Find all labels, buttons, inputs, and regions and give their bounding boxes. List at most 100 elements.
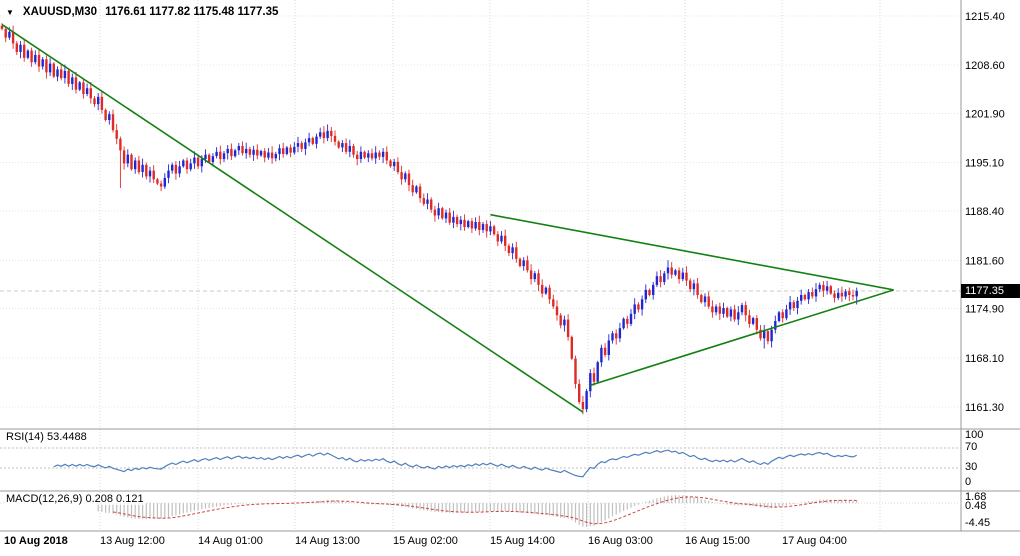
- candle-body: [500, 235, 503, 242]
- candle-body: [296, 143, 300, 147]
- candle-body: [67, 70, 70, 84]
- candle-body: [267, 152, 270, 158]
- candle-body: [777, 312, 781, 321]
- candle-body: [659, 276, 662, 282]
- trendline[interactable]: [1, 23, 584, 413]
- candle-body: [463, 219, 466, 227]
- candle-body: [174, 164, 178, 174]
- candle-body: [737, 312, 740, 320]
- candle-body: [137, 160, 141, 173]
- candle-body: [444, 212, 448, 219]
- candle-body: [670, 267, 673, 275]
- candle-body: [393, 161, 396, 167]
- candle-body: [851, 295, 855, 297]
- trendline[interactable]: [490, 213, 894, 291]
- candle-body: [592, 373, 596, 382]
- rsi-tick-label: 30: [965, 461, 977, 473]
- time-label: 14 Aug 13:00: [295, 535, 360, 547]
- current-price-tag: 1177.35: [961, 284, 1020, 298]
- chart-dropdown-icon[interactable]: ▼: [6, 7, 14, 17]
- candle-body: [718, 306, 721, 314]
- candle-body: [689, 280, 692, 290]
- candle-body: [396, 161, 400, 172]
- candle-body: [400, 172, 403, 180]
- candle-body: [844, 291, 847, 297]
- candle-body: [389, 160, 392, 167]
- candle-body: [222, 153, 226, 160]
- candle-body: [837, 292, 840, 298]
- macd-histogram: [97, 495, 858, 528]
- candle-body: [763, 331, 766, 339]
- candle-body: [341, 143, 344, 148]
- candle-body: [182, 160, 185, 167]
- rsi-tick-label: 0: [965, 476, 971, 488]
- candle-body: [855, 291, 858, 297]
- candle-body: [726, 308, 729, 317]
- candle-body: [89, 88, 92, 99]
- candle-body: [326, 130, 329, 139]
- candle-body: [526, 260, 529, 271]
- time-label: 13 Aug 12:00: [100, 535, 165, 547]
- candle-body: [208, 154, 211, 162]
- candle-body: [141, 164, 144, 172]
- candle-body: [796, 300, 799, 308]
- candle-body: [774, 321, 777, 330]
- candles[interactable]: [0, 23, 858, 415]
- candle-body: [374, 152, 377, 159]
- candle-body: [344, 143, 348, 152]
- candle-body: [30, 50, 33, 63]
- candle-body: [426, 199, 429, 204]
- candle-body: [404, 173, 407, 180]
- candle-body: [178, 166, 181, 174]
- candle-body: [452, 216, 455, 223]
- candle-body: [293, 146, 296, 153]
- axis-labels: 1215.40 1208.60 1201.90 1195.10 1188.40 1181.…: [4, 11, 1005, 547]
- candle-body: [148, 170, 152, 177]
- candle-body: [352, 146, 355, 155]
- candle-body: [544, 287, 548, 294]
- candle-body: [363, 151, 366, 158]
- candle-body: [430, 199, 433, 210]
- price-tick-label: 1181.60: [965, 255, 1004, 267]
- macd-tick-label: 1.68: [965, 491, 986, 503]
- candle-body: [26, 50, 30, 58]
- candle-body: [411, 185, 414, 193]
- candle-body: [82, 82, 85, 94]
- candle-body: [792, 302, 795, 308]
- candle-body: [485, 224, 488, 232]
- candle-body: [818, 284, 821, 290]
- candle-body: [145, 164, 148, 177]
- candle-body: [822, 284, 825, 291]
- candle-body: [15, 43, 18, 53]
- candle-body: [19, 44, 22, 52]
- price-tick-label: 1201.90: [965, 109, 1005, 121]
- candle-body: [219, 151, 222, 159]
- candle-body: [848, 291, 851, 295]
- candle-body: [714, 306, 718, 313]
- candle-body: [11, 31, 15, 44]
- candle-body: [814, 289, 818, 297]
- trendline[interactable]: [590, 289, 894, 387]
- candle-body: [270, 152, 274, 159]
- candle-body: [418, 186, 422, 199]
- candle-body: [692, 283, 696, 290]
- candle-body: [437, 208, 440, 216]
- candle-body: [600, 347, 603, 363]
- candle-body: [829, 286, 832, 294]
- candle-body: [204, 154, 207, 159]
- candle-body: [370, 153, 374, 159]
- candle-body: [504, 235, 507, 246]
- candle-body: [740, 305, 744, 313]
- rsi-indicator-label: RSI(14) 53.4488: [4, 431, 89, 443]
- candle-body: [108, 114, 111, 120]
- candle-body: [233, 150, 237, 157]
- candle-body: [304, 142, 307, 149]
- candle-body: [640, 299, 644, 310]
- candle-body: [703, 296, 707, 303]
- candle-body: [481, 224, 485, 230]
- candle-body: [315, 136, 318, 144]
- candle-body: [163, 177, 166, 187]
- price-tick-label: 1215.40: [965, 11, 1005, 23]
